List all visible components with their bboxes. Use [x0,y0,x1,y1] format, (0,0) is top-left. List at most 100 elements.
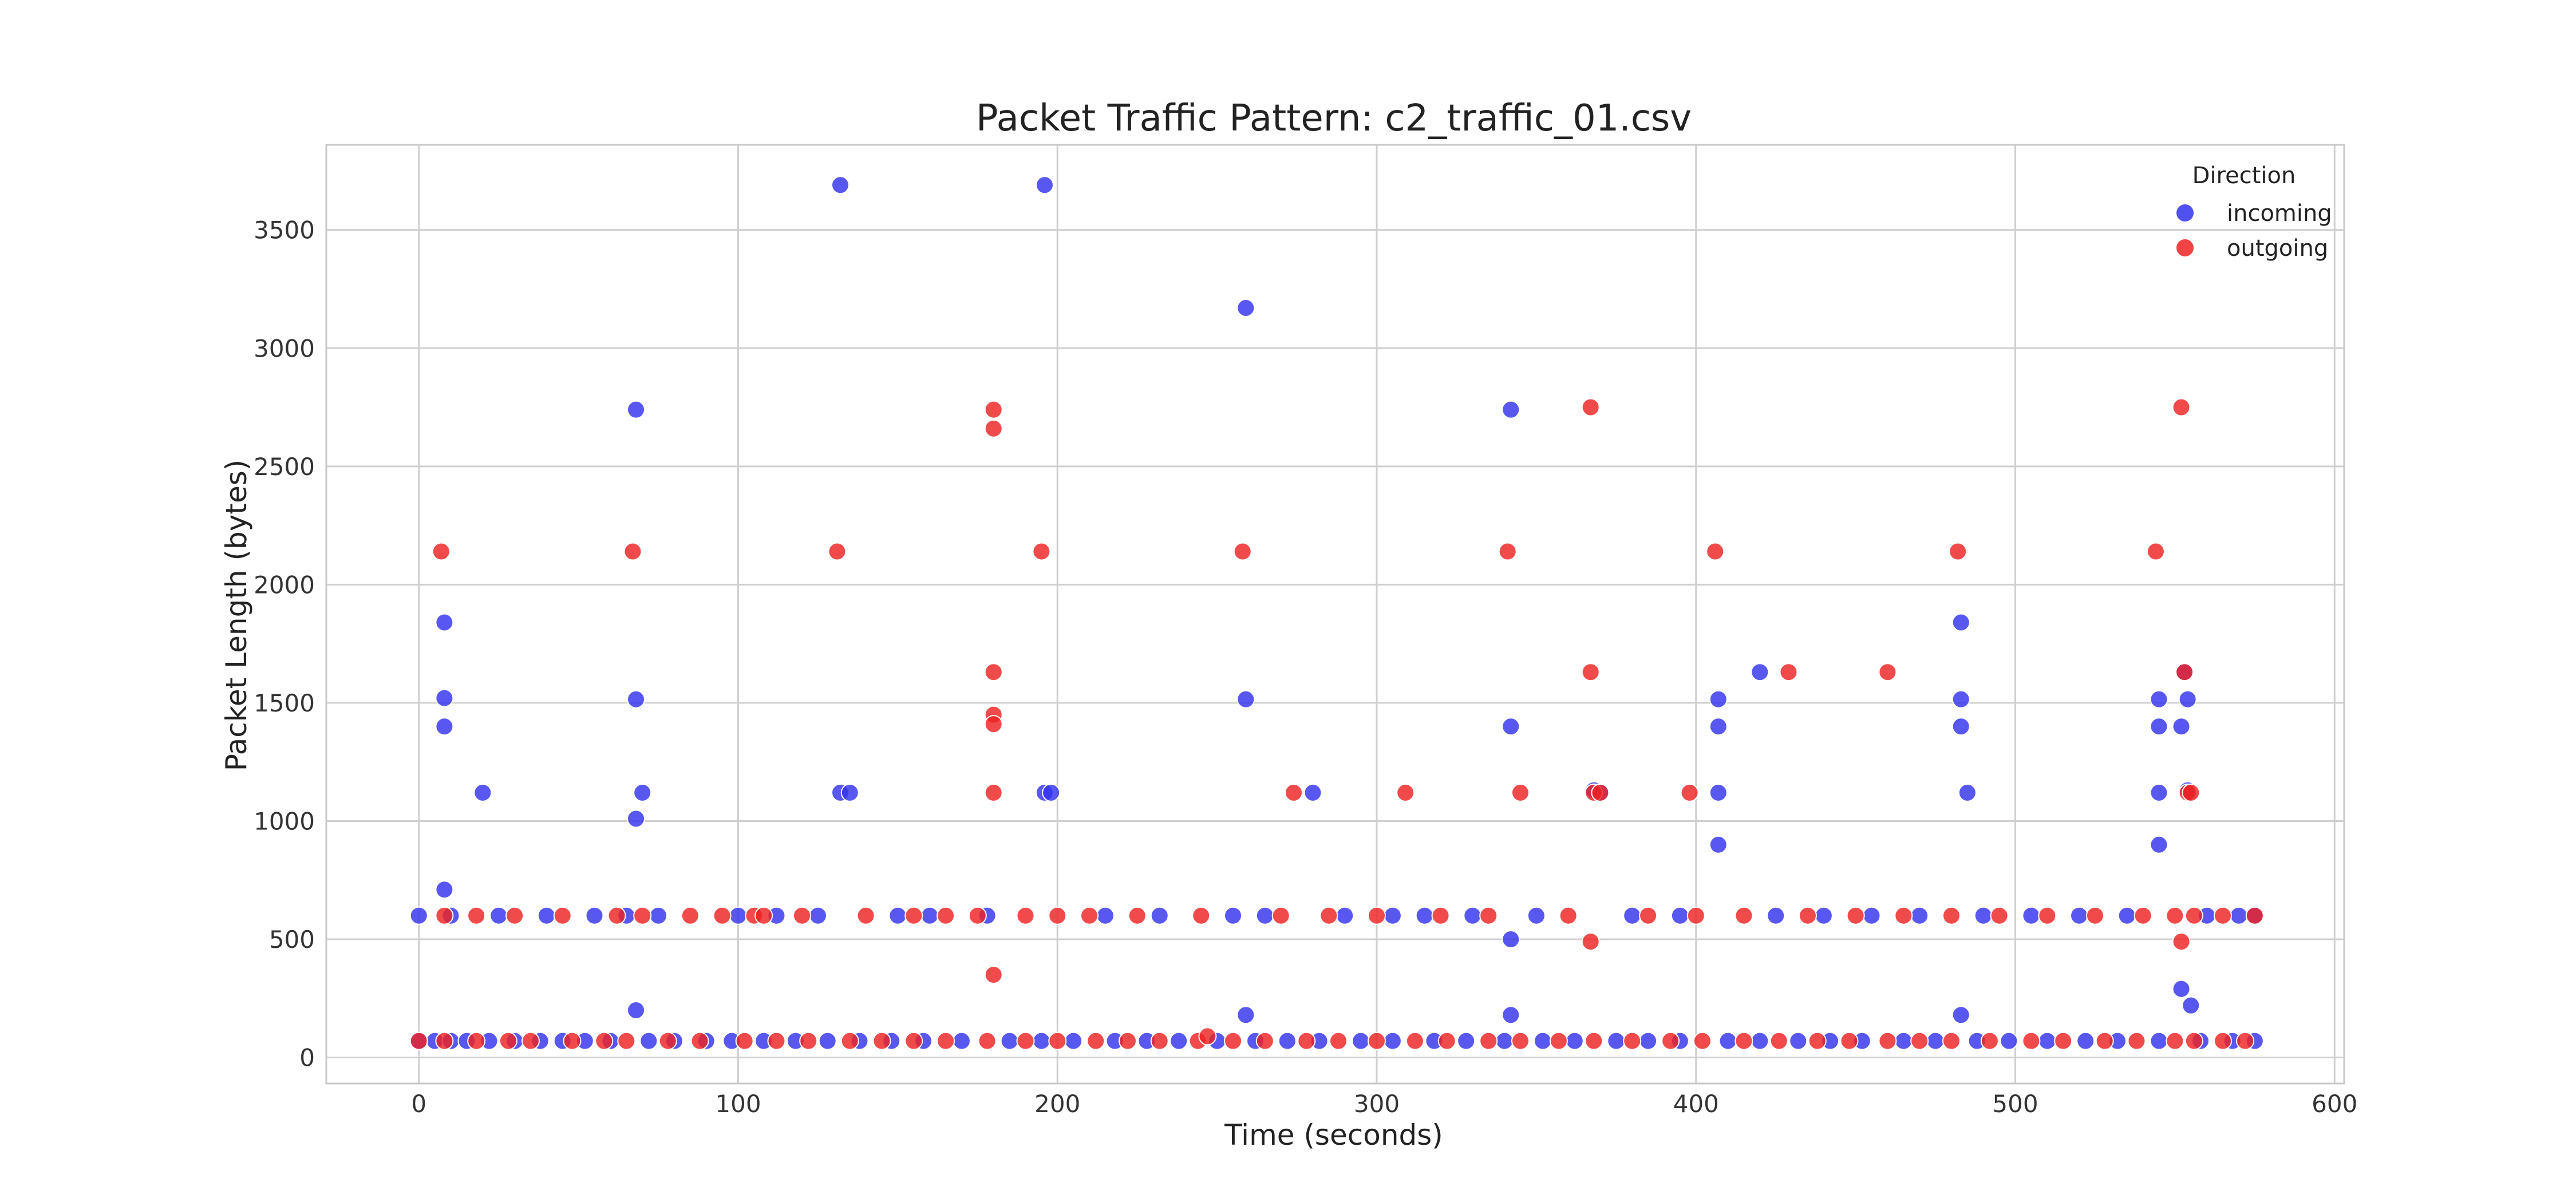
point-outgoing [1048,906,1067,925]
point-incoming [1623,906,1642,925]
point-incoming [1502,717,1520,736]
point-incoming [585,906,604,925]
point-incoming [2229,906,2248,925]
chart-title: Packet Traffic Pattern: c2_traffic_01.cs… [976,97,1692,140]
point-incoming [1767,906,1785,925]
legend-marker-outgoing [2176,239,2194,256]
point-outgoing [1706,542,1725,561]
x-tick-label: 300 [1354,1090,1400,1118]
legend-title: Direction [2192,163,2296,189]
point-outgoing [2127,1031,2146,1050]
point-incoming [920,906,939,925]
point-outgoing [1511,783,1530,802]
point-incoming [473,783,492,802]
point-outgoing [984,715,1003,734]
point-outgoing [1808,1031,1827,1050]
point-incoming [808,906,827,925]
point-outgoing [2166,1031,2184,1050]
point-outgoing [713,906,732,925]
point-incoming [1709,835,1728,854]
point-incoming [1495,1031,1514,1050]
point-outgoing [2245,906,2264,925]
point-outgoing [2038,906,2057,925]
legend-label-incoming: incoming [2227,200,2332,227]
point-incoming [1951,690,1970,709]
point-outgoing [595,1031,614,1050]
point-incoming [1951,1006,1970,1025]
point-incoming [888,906,907,925]
point-outgoing [2054,1031,2073,1050]
point-outgoing [767,1031,786,1050]
point-outgoing [2182,783,2200,802]
point-incoming [818,1031,837,1050]
point-incoming [1527,906,1546,925]
point-incoming [1502,1006,1520,1025]
x-tick-label: 0 [411,1090,426,1118]
point-incoming [2150,1031,2168,1050]
point-incoming [2076,1031,2095,1050]
point-incoming [2178,690,2197,709]
point-outgoing [1735,906,1753,925]
point-outgoing [505,906,524,925]
point-outgoing [2134,906,2152,925]
point-incoming [409,906,428,925]
point-outgoing [1846,906,1865,925]
point-incoming [1150,906,1169,925]
point-outgoing [984,783,1003,802]
point-outgoing [1798,906,1817,925]
plot-frame [325,144,2345,1085]
point-outgoing [904,906,923,925]
y-tick-label: 0 [299,1044,315,1072]
x-axis-ticks: 0 100 200 300 400 500 600 [411,1090,2357,1118]
point-outgoing [553,906,572,925]
point-incoming [1534,1031,1552,1050]
point-outgoing [1128,906,1147,925]
point-outgoing [984,419,1003,438]
point-outgoing [1329,1031,1348,1050]
point-incoming [1457,1031,1476,1050]
point-outgoing [2095,1031,2114,1050]
point-outgoing [1990,906,2009,925]
y-tick-label: 1000 [254,807,315,835]
point-incoming [1000,1031,1019,1050]
point-incoming [627,400,646,419]
point-incoming [1415,906,1434,925]
point-incoming [639,1031,658,1050]
point-outgoing [1680,783,1699,802]
point-incoming [2150,783,2168,802]
point-incoming [1042,783,1061,802]
point-outgoing [978,1031,997,1050]
point-incoming [1565,1031,1584,1050]
point-incoming [627,690,646,709]
point-outgoing [1479,906,1498,925]
point-outgoing [1894,906,1913,925]
point-outgoing [1949,542,1967,561]
x-tick-label: 200 [1034,1090,1080,1118]
point-incoming [435,613,454,632]
point-incoming [1751,1031,1769,1050]
point-outgoing [1942,906,1961,925]
point-outgoing [1150,1031,1169,1050]
point-outgoing [1581,398,1600,417]
point-outgoing [1686,906,1705,925]
point-incoming [1862,906,1881,925]
point-incoming [2172,979,2191,998]
point-outgoing [1224,1031,1243,1050]
point-outgoing [1559,906,1578,925]
point-outgoing [563,1031,582,1050]
point-outgoing [1591,783,1610,802]
point-outgoing [2172,398,2191,417]
point-outgoing [1297,1031,1316,1050]
point-incoming [1303,783,1322,802]
point-outgoing [856,906,875,925]
point-outgoing [1032,542,1051,561]
point-incoming [1255,906,1274,925]
point-incoming [649,906,668,925]
point-incoming [1352,1031,1370,1050]
point-incoming [1910,906,1929,925]
point-incoming [1974,906,1993,925]
point-incoming [1670,906,1689,925]
point-outgoing [840,1031,859,1050]
x-tick-label: 100 [715,1090,761,1118]
